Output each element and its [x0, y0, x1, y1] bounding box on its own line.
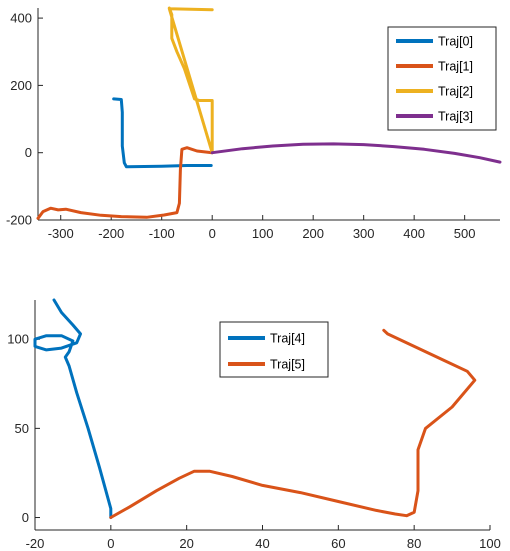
plot-1-series	[36, 6, 502, 220]
legend-box	[387, 26, 497, 131]
plot-2-x-tick-label: 40	[255, 536, 269, 551]
plot-1-x-tick-label: 200	[302, 226, 324, 241]
plot-1-x-tick-label: -100	[149, 226, 175, 241]
legend-label-traj3: Traj[3]	[438, 110, 473, 124]
plot-2-y-tick-label: 100	[7, 332, 29, 347]
plot-1-y-tick-label: 200	[10, 78, 32, 93]
plot-1-series-line-2	[167, 6, 214, 155]
plot-2-ticks: -20 0 20 40 60 80 100 0 50 100	[7, 332, 501, 551]
plot-2-legend: Traj[4] Traj[5]	[219, 321, 329, 378]
legend-label-traj2: Traj[2]	[438, 85, 473, 99]
plot-1-x-tick-label: -300	[48, 226, 74, 241]
plot-1-legend: Traj[0] Traj[1] Traj[2] Traj[3]	[387, 26, 497, 131]
plot-2-series	[33, 298, 477, 519]
plot-1-series-line-1	[36, 146, 214, 220]
plot-2-x-tick-label: 100	[479, 536, 501, 551]
plot-2: -20 0 20 40 60 80 100 0 50 100 Traj[4] Traj[5]	[7, 298, 501, 551]
legend-label-traj0: Traj[0]	[438, 35, 473, 49]
plot-1-x-tick-label: 500	[454, 226, 476, 241]
plot-1-y-tick-label: 400	[10, 11, 32, 26]
plot-1-x-tick-label: 400	[403, 226, 425, 241]
plot-1-x-tick-label: 300	[353, 226, 375, 241]
plot-1-y-tick-label: -200	[6, 213, 32, 228]
plot-1-x-tick-label: 0	[209, 226, 216, 241]
plot-2-series-line-0	[33, 298, 113, 519]
legend-label-traj5: Traj[5]	[270, 358, 305, 372]
legend-label-traj4: Traj[4]	[270, 332, 305, 346]
plot-2-x-tick-label: 0	[107, 536, 114, 551]
legend-label-traj1: Traj[1]	[438, 60, 473, 74]
plot-1-y-tick-label: 0	[25, 145, 32, 160]
plot-2-x-tick-label: 60	[331, 536, 345, 551]
plot-2-y-tick-label: 50	[15, 421, 29, 436]
plot-2-y-tick-label: 0	[22, 510, 29, 525]
plot-2-x-tick-label: -20	[26, 536, 45, 551]
legend-box	[219, 321, 329, 378]
plot-1-axes	[37, 8, 500, 221]
plot-2-x-tick-label: 20	[179, 536, 193, 551]
plot-1-ticks: -300 -200 -100 0 100 200 300 400 500 -200 0 200 400	[6, 11, 476, 241]
plot-1-series-line-3	[210, 142, 502, 164]
plot-1-x-tick-label: 100	[252, 226, 274, 241]
plot-1-x-tick-label: -200	[98, 226, 124, 241]
plot-2-x-tick-label: 80	[407, 536, 421, 551]
plot-2-series-line-1	[109, 328, 477, 519]
plot-1-series-line-0	[112, 97, 213, 169]
plot-1: -300 -200 -100 0 100 200 300 400 500-2000200400 …	[6, 6, 502, 241]
